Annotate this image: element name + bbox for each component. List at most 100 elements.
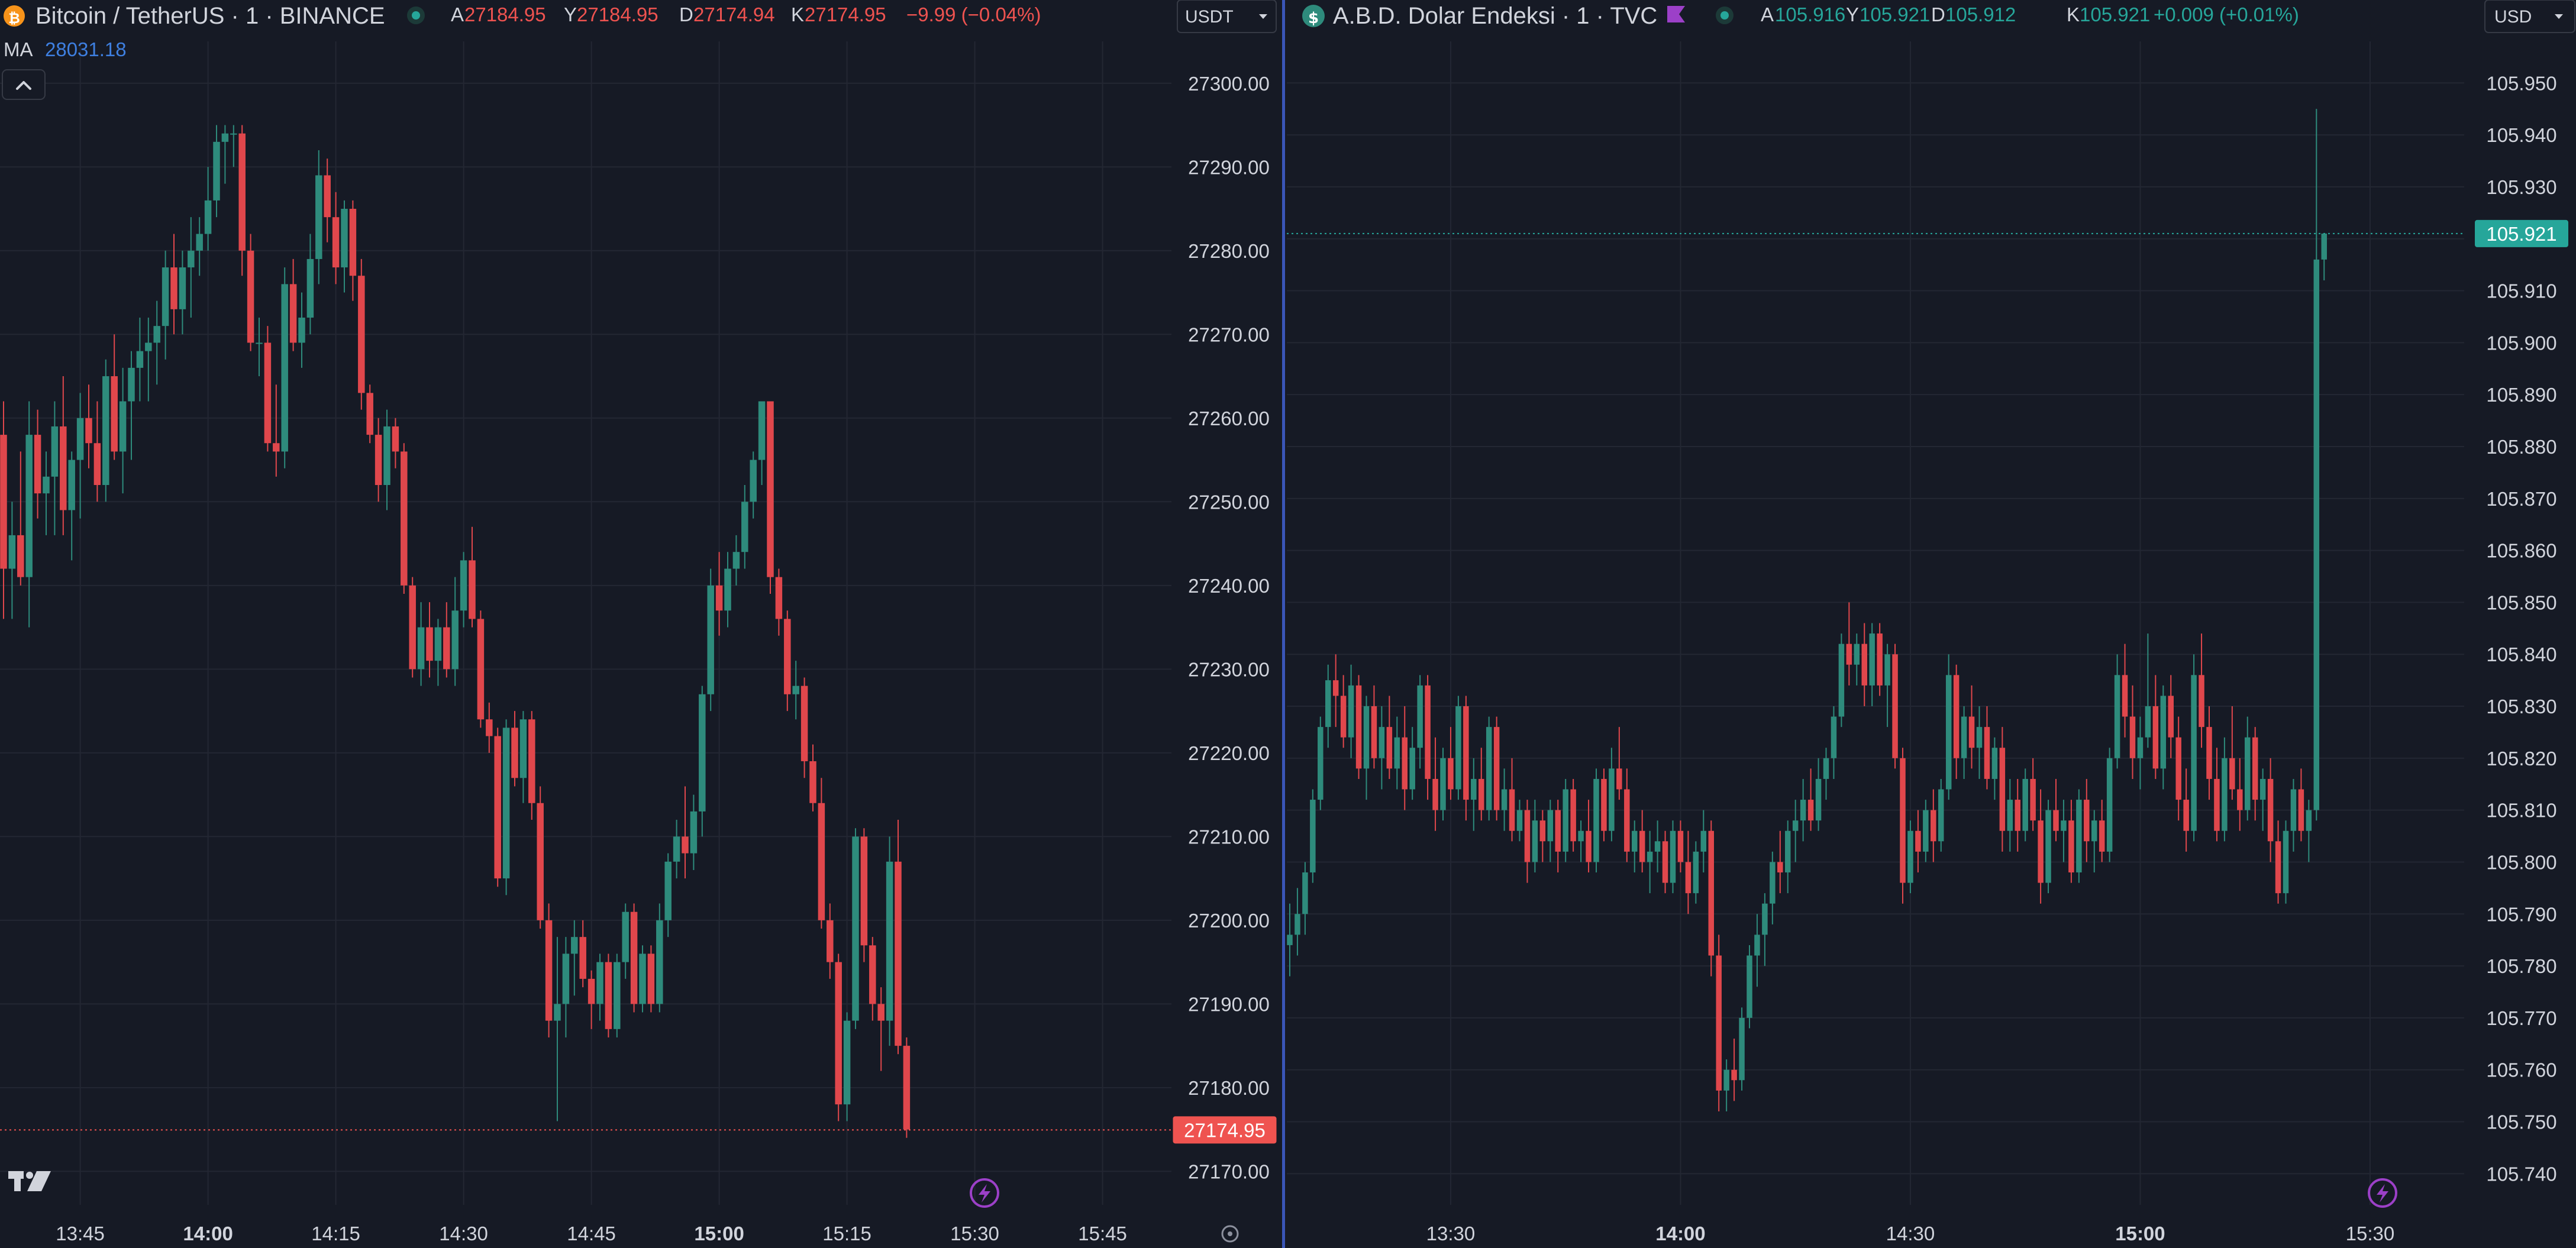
right-candle[interactable] bbox=[2290, 778, 2297, 852]
right-candle[interactable] bbox=[1563, 778, 1568, 862]
right-candle[interactable] bbox=[2321, 233, 2328, 280]
left-candle[interactable] bbox=[835, 953, 842, 1121]
right-candle[interactable] bbox=[2091, 810, 2097, 872]
right-candle[interactable] bbox=[1402, 706, 1408, 810]
right-candle[interactable] bbox=[2306, 800, 2312, 862]
left-candle[interactable] bbox=[579, 920, 586, 988]
right-candle[interactable] bbox=[1846, 602, 1852, 686]
left-candle[interactable] bbox=[34, 409, 41, 519]
left-candle[interactable] bbox=[366, 384, 373, 444]
right-candle[interactable] bbox=[1516, 800, 1523, 842]
left-candle[interactable] bbox=[76, 393, 84, 519]
left-candle[interactable] bbox=[605, 953, 612, 1037]
right-candle[interactable] bbox=[2214, 748, 2220, 842]
right-candle[interactable] bbox=[1685, 830, 1691, 914]
left-candle[interactable] bbox=[469, 526, 476, 628]
left-candle[interactable] bbox=[639, 945, 646, 1013]
left-candle[interactable] bbox=[119, 367, 127, 494]
bitcoin-icon[interactable] bbox=[4, 5, 25, 27]
right-candle[interactable] bbox=[1348, 664, 1354, 758]
right-candle[interactable] bbox=[2222, 737, 2228, 842]
right-candle[interactable] bbox=[2259, 768, 2266, 831]
left-candle[interactable] bbox=[895, 820, 902, 1055]
right-candle[interactable] bbox=[1287, 903, 1293, 977]
right-candle[interactable] bbox=[1448, 727, 1454, 800]
right-candle[interactable] bbox=[1555, 800, 1561, 872]
right-candle[interactable] bbox=[1295, 888, 1300, 956]
right-candle[interactable] bbox=[1838, 633, 1845, 728]
right-candle[interactable] bbox=[2199, 633, 2204, 748]
right-candle[interactable] bbox=[1355, 675, 1362, 779]
right-candle[interactable] bbox=[1616, 727, 1622, 800]
left-candle[interactable] bbox=[230, 125, 237, 167]
left-candle[interactable] bbox=[256, 317, 263, 377]
right-candle[interactable] bbox=[1371, 685, 1377, 769]
right-candle[interactable] bbox=[1800, 778, 1806, 842]
right-candle[interactable] bbox=[1394, 716, 1400, 790]
left-candle[interactable] bbox=[545, 903, 553, 1037]
left-candle[interactable] bbox=[8, 502, 16, 619]
right-candle[interactable] bbox=[1923, 800, 1929, 862]
left-candle[interactable] bbox=[289, 258, 297, 351]
left-candle[interactable] bbox=[128, 351, 135, 460]
right-candle[interactable] bbox=[2229, 706, 2235, 800]
right-candle[interactable] bbox=[1823, 748, 1829, 800]
left-candle[interactable] bbox=[614, 953, 621, 1037]
left-candle[interactable] bbox=[358, 258, 365, 410]
right-candle[interactable] bbox=[1792, 800, 1799, 862]
right-candle[interactable] bbox=[2237, 758, 2243, 831]
right-candle[interactable] bbox=[2168, 675, 2174, 758]
right-candle[interactable] bbox=[1325, 664, 1331, 748]
right-candle[interactable] bbox=[1601, 768, 1607, 842]
left-candle[interactable] bbox=[682, 786, 689, 879]
left-candle[interactable] bbox=[886, 836, 893, 1046]
right-candle[interactable] bbox=[1693, 841, 1699, 904]
left-candle[interactable] bbox=[60, 376, 67, 535]
right-candle[interactable] bbox=[1869, 623, 1875, 707]
left-candle[interactable] bbox=[486, 702, 493, 753]
left-candle[interactable] bbox=[179, 250, 186, 335]
left-candle[interactable] bbox=[401, 443, 408, 594]
left-candle[interactable] bbox=[145, 317, 152, 402]
right-candle[interactable] bbox=[1807, 768, 1814, 831]
right-candle[interactable] bbox=[2313, 109, 2320, 821]
left-candle[interactable] bbox=[392, 418, 399, 468]
left-candle[interactable] bbox=[477, 610, 485, 728]
left-plot-background[interactable] bbox=[0, 41, 1171, 1205]
right-candle[interactable] bbox=[2245, 716, 2251, 821]
right-candle[interactable] bbox=[1700, 810, 1707, 872]
right-candle[interactable] bbox=[1501, 768, 1507, 831]
left-candle[interactable] bbox=[324, 159, 331, 243]
left-candle[interactable] bbox=[554, 937, 561, 1121]
right-candle[interactable] bbox=[2298, 768, 2304, 842]
right-candle[interactable] bbox=[1493, 716, 1500, 821]
right-candle[interactable] bbox=[1723, 1059, 1729, 1111]
left-candle[interactable] bbox=[102, 359, 109, 502]
right-candle[interactable] bbox=[1363, 696, 1370, 800]
left-candle[interactable] bbox=[622, 903, 629, 979]
right-candle[interactable] bbox=[2283, 820, 2289, 904]
right-candle[interactable] bbox=[1440, 748, 1446, 821]
left-candle[interactable] bbox=[494, 728, 501, 887]
right-candle[interactable] bbox=[1892, 644, 1898, 769]
right-candle[interactable] bbox=[1417, 675, 1423, 769]
right-candle[interactable] bbox=[1479, 748, 1484, 821]
left-candle[interactable] bbox=[775, 568, 783, 636]
right-candle[interactable] bbox=[1310, 789, 1316, 883]
left-symbol-title[interactable]: Bitcoin / TetherUS · 1 · BINANCE bbox=[35, 3, 385, 29]
tradingview-logo[interactable] bbox=[8, 1171, 51, 1191]
left-candle[interactable] bbox=[767, 401, 774, 594]
right-candle[interactable] bbox=[2175, 716, 2181, 821]
left-candle[interactable] bbox=[511, 711, 518, 787]
right-candle[interactable] bbox=[1647, 830, 1653, 894]
right-candle[interactable] bbox=[1586, 800, 1592, 872]
right-candle[interactable] bbox=[1953, 664, 1960, 779]
left-candle[interactable] bbox=[306, 234, 314, 335]
right-candle[interactable] bbox=[1432, 737, 1438, 831]
left-candle[interactable] bbox=[519, 711, 527, 803]
left-candle[interactable] bbox=[136, 317, 144, 402]
right-candle[interactable] bbox=[1547, 800, 1554, 862]
right-candle[interactable] bbox=[1639, 810, 1645, 872]
left-candle[interactable] bbox=[750, 451, 757, 519]
left-candle[interactable] bbox=[188, 217, 195, 318]
